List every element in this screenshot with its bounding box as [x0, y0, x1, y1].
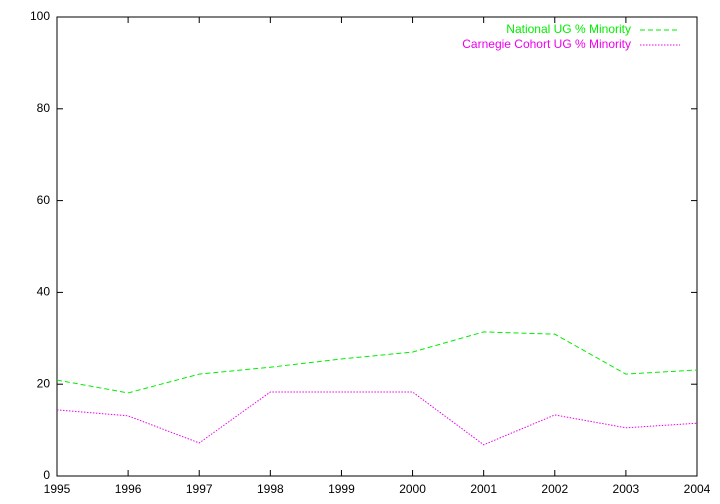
series-line	[56, 391, 698, 446]
series-line	[56, 331, 698, 394]
legend-label: Carnegie Cohort UG % Minority	[462, 37, 631, 51]
y-tick-label: 20	[37, 376, 51, 390]
x-tick-label: 1996	[115, 482, 142, 496]
legend-label: National UG % Minority	[506, 22, 631, 36]
y-tick-label: 100	[30, 9, 50, 23]
x-tick-label: 1995	[44, 482, 71, 496]
y-tick-label: 60	[37, 193, 51, 207]
y-tick-label: 0	[43, 468, 50, 482]
x-tick-label: 2002	[541, 482, 568, 496]
plot-frame	[56, 16, 698, 477]
x-tick-label: 1997	[186, 482, 213, 496]
y-tick-label: 80	[37, 101, 51, 115]
x-tick-label: 2001	[470, 482, 497, 496]
x-tick-label: 1998	[257, 482, 284, 496]
y-tick-label: 40	[37, 285, 51, 299]
x-tick-label: 2000	[399, 482, 426, 496]
x-tick-label: 2004	[684, 482, 711, 496]
x-tick-label: 1999	[328, 482, 355, 496]
x-tick-label: 2003	[613, 482, 640, 496]
